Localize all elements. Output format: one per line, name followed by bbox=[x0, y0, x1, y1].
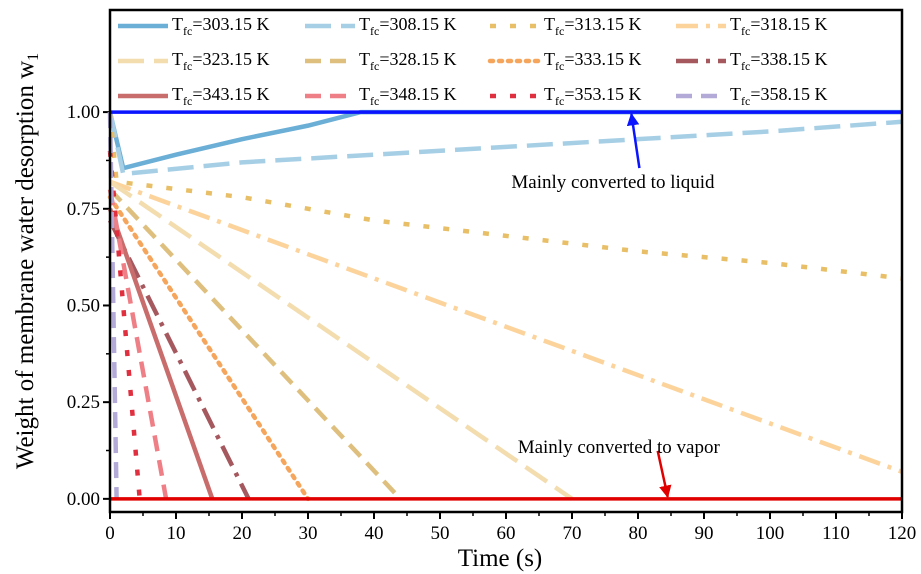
series-line bbox=[107, 111, 903, 281]
series-line bbox=[107, 194, 311, 502]
series-line bbox=[107, 189, 169, 500]
x-tick-label: 40 bbox=[365, 523, 384, 544]
y-tick-label: 0.25 bbox=[67, 392, 100, 413]
x-tick-label: 20 bbox=[233, 523, 252, 544]
plot-area bbox=[107, 109, 903, 502]
x-tick-label: 90 bbox=[695, 523, 714, 544]
x-axis-label: Time (s) bbox=[458, 545, 543, 572]
series-line bbox=[107, 219, 251, 500]
x-tick-label: 110 bbox=[822, 523, 850, 544]
annotation-text: Mainly converted to liquid bbox=[511, 172, 715, 193]
series-line bbox=[107, 111, 903, 177]
series-line bbox=[108, 187, 403, 501]
x-tick-label: 60 bbox=[497, 523, 516, 544]
y-tick-label: 1.00 bbox=[67, 102, 100, 123]
y-tick-label: 0.50 bbox=[67, 295, 100, 316]
y-axis-label: Weight of membrane water desorption w1 bbox=[12, 53, 42, 469]
legend-label: Tfc=328.15 K bbox=[359, 49, 456, 73]
legend-label: Tfc=353.15 K bbox=[544, 84, 641, 108]
x-tick-label: 70 bbox=[563, 523, 582, 544]
annotation-arrow bbox=[656, 450, 672, 499]
series-line bbox=[108, 179, 574, 501]
legend-label: Tfc=303.15 K bbox=[172, 14, 269, 38]
series-line bbox=[107, 109, 902, 171]
x-tick-label: 10 bbox=[167, 523, 186, 544]
legend-label: Tfc=338.15 K bbox=[730, 49, 827, 73]
legend-label: Tfc=313.15 K bbox=[544, 14, 641, 38]
y-tick-label: 0.00 bbox=[67, 489, 100, 510]
x-tick-label: 120 bbox=[888, 523, 917, 544]
x-tick-label: 0 bbox=[105, 523, 115, 544]
x-tick-label: 100 bbox=[756, 523, 785, 544]
legend-label: Tfc=348.15 K bbox=[359, 84, 456, 108]
annotation-text: Mainly converted to vapor bbox=[518, 437, 721, 458]
annotation-arrow bbox=[626, 112, 641, 169]
legend-label: Tfc=318.15 K bbox=[730, 14, 827, 38]
series-line bbox=[107, 208, 215, 500]
x-tick-label: 80 bbox=[629, 523, 648, 544]
legend-label: Tfc=308.15 K bbox=[359, 14, 456, 38]
series-line bbox=[109, 179, 903, 474]
legend-label: Tfc=343.15 K bbox=[172, 84, 269, 108]
legend-label: Tfc=323.15 K bbox=[172, 49, 269, 73]
x-tick-label: 30 bbox=[299, 523, 318, 544]
x-tick-label: 50 bbox=[431, 523, 450, 544]
legend-label: Tfc=333.15 K bbox=[544, 49, 641, 73]
legend-label: Tfc=358.15 K bbox=[730, 84, 827, 108]
y-tick-label: 0.75 bbox=[67, 199, 100, 220]
plot-frame bbox=[108, 8, 904, 514]
